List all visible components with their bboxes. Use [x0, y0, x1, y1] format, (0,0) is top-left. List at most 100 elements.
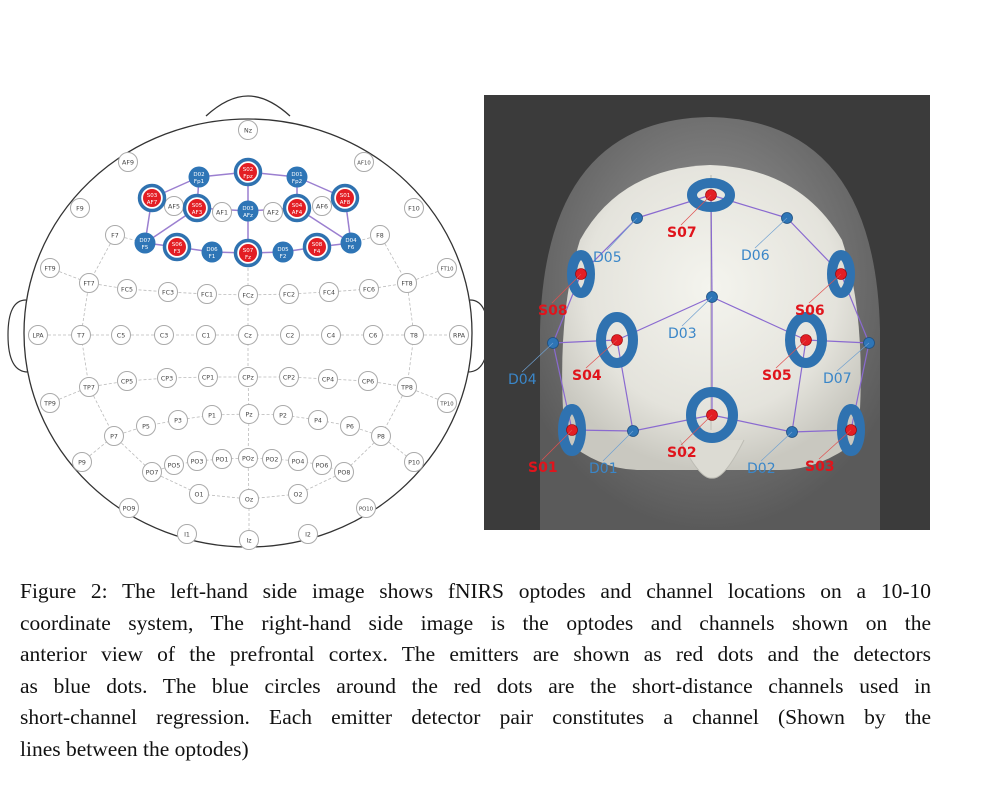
electrode-marker: [238, 120, 258, 140]
nose-outline: [205, 95, 291, 117]
electrode-label: POz: [242, 455, 255, 462]
electrode-label: C2: [286, 332, 294, 339]
electrode-label: FC2: [283, 291, 295, 298]
electrode-marker: [262, 449, 282, 469]
electrode-label: P9: [78, 459, 86, 466]
caption-line: anterior view of the prefrontal cortex. …: [20, 642, 931, 666]
detector-id: D04: [345, 238, 357, 244]
electrode-label: TP8: [400, 384, 413, 391]
emitter-marker: [143, 189, 161, 207]
electrode-marker: [157, 368, 177, 388]
electrode-label: AF9: [122, 159, 134, 166]
electrode-label: P1: [208, 412, 216, 419]
leader-line: [818, 429, 852, 460]
electrode-marker: [354, 152, 374, 172]
detector-site: F1: [209, 254, 216, 260]
electrode-marker: [356, 498, 376, 518]
emitter-marker: [308, 238, 326, 256]
caption-line: as blue dots. The blue circles around th…: [20, 673, 931, 698]
electrode-label: P2: [279, 412, 287, 419]
electrode-label: FCz: [242, 292, 254, 299]
emitter-site: AF4: [292, 210, 303, 216]
electrode-marker: [197, 284, 217, 304]
electrode-marker: [71, 325, 91, 345]
leader-line: [585, 339, 618, 369]
detector-site: Fp2: [292, 179, 302, 185]
short-channel-ring: [837, 404, 865, 456]
electrode-marker: [371, 426, 391, 446]
electrode-label: FT8: [401, 280, 412, 287]
electrode-label: CPz: [242, 374, 254, 381]
grid-line: [88, 376, 408, 388]
short-channel-ring: [567, 250, 595, 298]
leader-line: [551, 273, 582, 304]
electrode-label: FT10: [441, 266, 455, 272]
electrode-marker: [288, 484, 308, 504]
detector-label: D04: [508, 372, 537, 388]
electrode-marker: [318, 369, 338, 389]
electrode-label: FT7: [83, 280, 94, 287]
electrode-marker: [308, 410, 328, 430]
channel-line: [805, 339, 870, 344]
detector-site: Fp1: [194, 179, 204, 185]
electrode-marker: [238, 448, 258, 468]
electrode-label: T7: [76, 332, 85, 339]
short-channel-ring: [686, 387, 738, 443]
electrode-marker: [238, 285, 258, 305]
emitter-label: S03: [805, 459, 835, 475]
emitter-label: S07: [667, 225, 697, 241]
electrode-marker: [370, 225, 390, 245]
electrode-label: F9: [76, 205, 84, 212]
emitter-id: S05: [192, 203, 203, 209]
electrode-marker: [177, 524, 197, 544]
electrode-label: I1: [184, 531, 190, 538]
grid-line: [247, 253, 250, 540]
electrode-label: C6: [369, 332, 377, 339]
electrode-marker: [118, 152, 138, 172]
electrode-label: PO1: [216, 456, 229, 463]
electrode-label: AF10: [357, 160, 371, 166]
electrode-marker: [28, 325, 48, 345]
electrode-marker: [189, 484, 209, 504]
electrode-marker: [239, 404, 259, 424]
electrode-marker: [288, 451, 308, 471]
electrode-marker: [437, 258, 457, 278]
electrode-label: LPA: [32, 332, 44, 339]
electrode-label: Iz: [246, 537, 252, 544]
detector-label: D03: [668, 326, 697, 342]
electrode-marker: [397, 377, 417, 397]
emitter-label: S02: [667, 445, 697, 461]
short-channel-ring: [785, 312, 827, 368]
electrode-label: P6: [346, 423, 354, 430]
emitter-label: S06: [795, 303, 825, 319]
short-channel-ring: [827, 250, 855, 298]
electrode-label: P8: [377, 433, 385, 440]
electrode-marker: [397, 273, 417, 293]
electrode-label: P10: [408, 459, 420, 466]
leader-line: [754, 217, 788, 249]
electrode-marker: [319, 282, 339, 302]
emitter-id: S01: [340, 193, 351, 199]
electrode-label: FC6: [363, 286, 375, 293]
electrode-label: I2: [305, 531, 311, 538]
electrode-label: FC5: [121, 286, 133, 293]
electrode-label: CP2: [283, 374, 295, 381]
electrode-label: PO4: [292, 458, 305, 465]
detector-id: D05: [277, 247, 289, 253]
detector-label: D05: [593, 250, 622, 266]
electrode-label: PO3: [191, 458, 204, 465]
channel-line: [791, 339, 807, 433]
emitter-label: S08: [538, 303, 568, 319]
electrode-label: P5: [142, 423, 150, 430]
detector-marker: [134, 232, 156, 254]
emitter-label: S01: [528, 460, 558, 476]
detector-marker: [237, 200, 259, 222]
emitter-id: S08: [312, 242, 323, 248]
emitter-site: F3: [174, 249, 181, 255]
electrode-label: FT9: [44, 265, 55, 272]
emitter-site: AF7: [147, 200, 158, 206]
electrode-marker: [212, 202, 232, 222]
short-channel-ring: [558, 404, 586, 456]
electrode-marker: [334, 462, 354, 482]
electrode-label: Pz: [245, 411, 253, 418]
